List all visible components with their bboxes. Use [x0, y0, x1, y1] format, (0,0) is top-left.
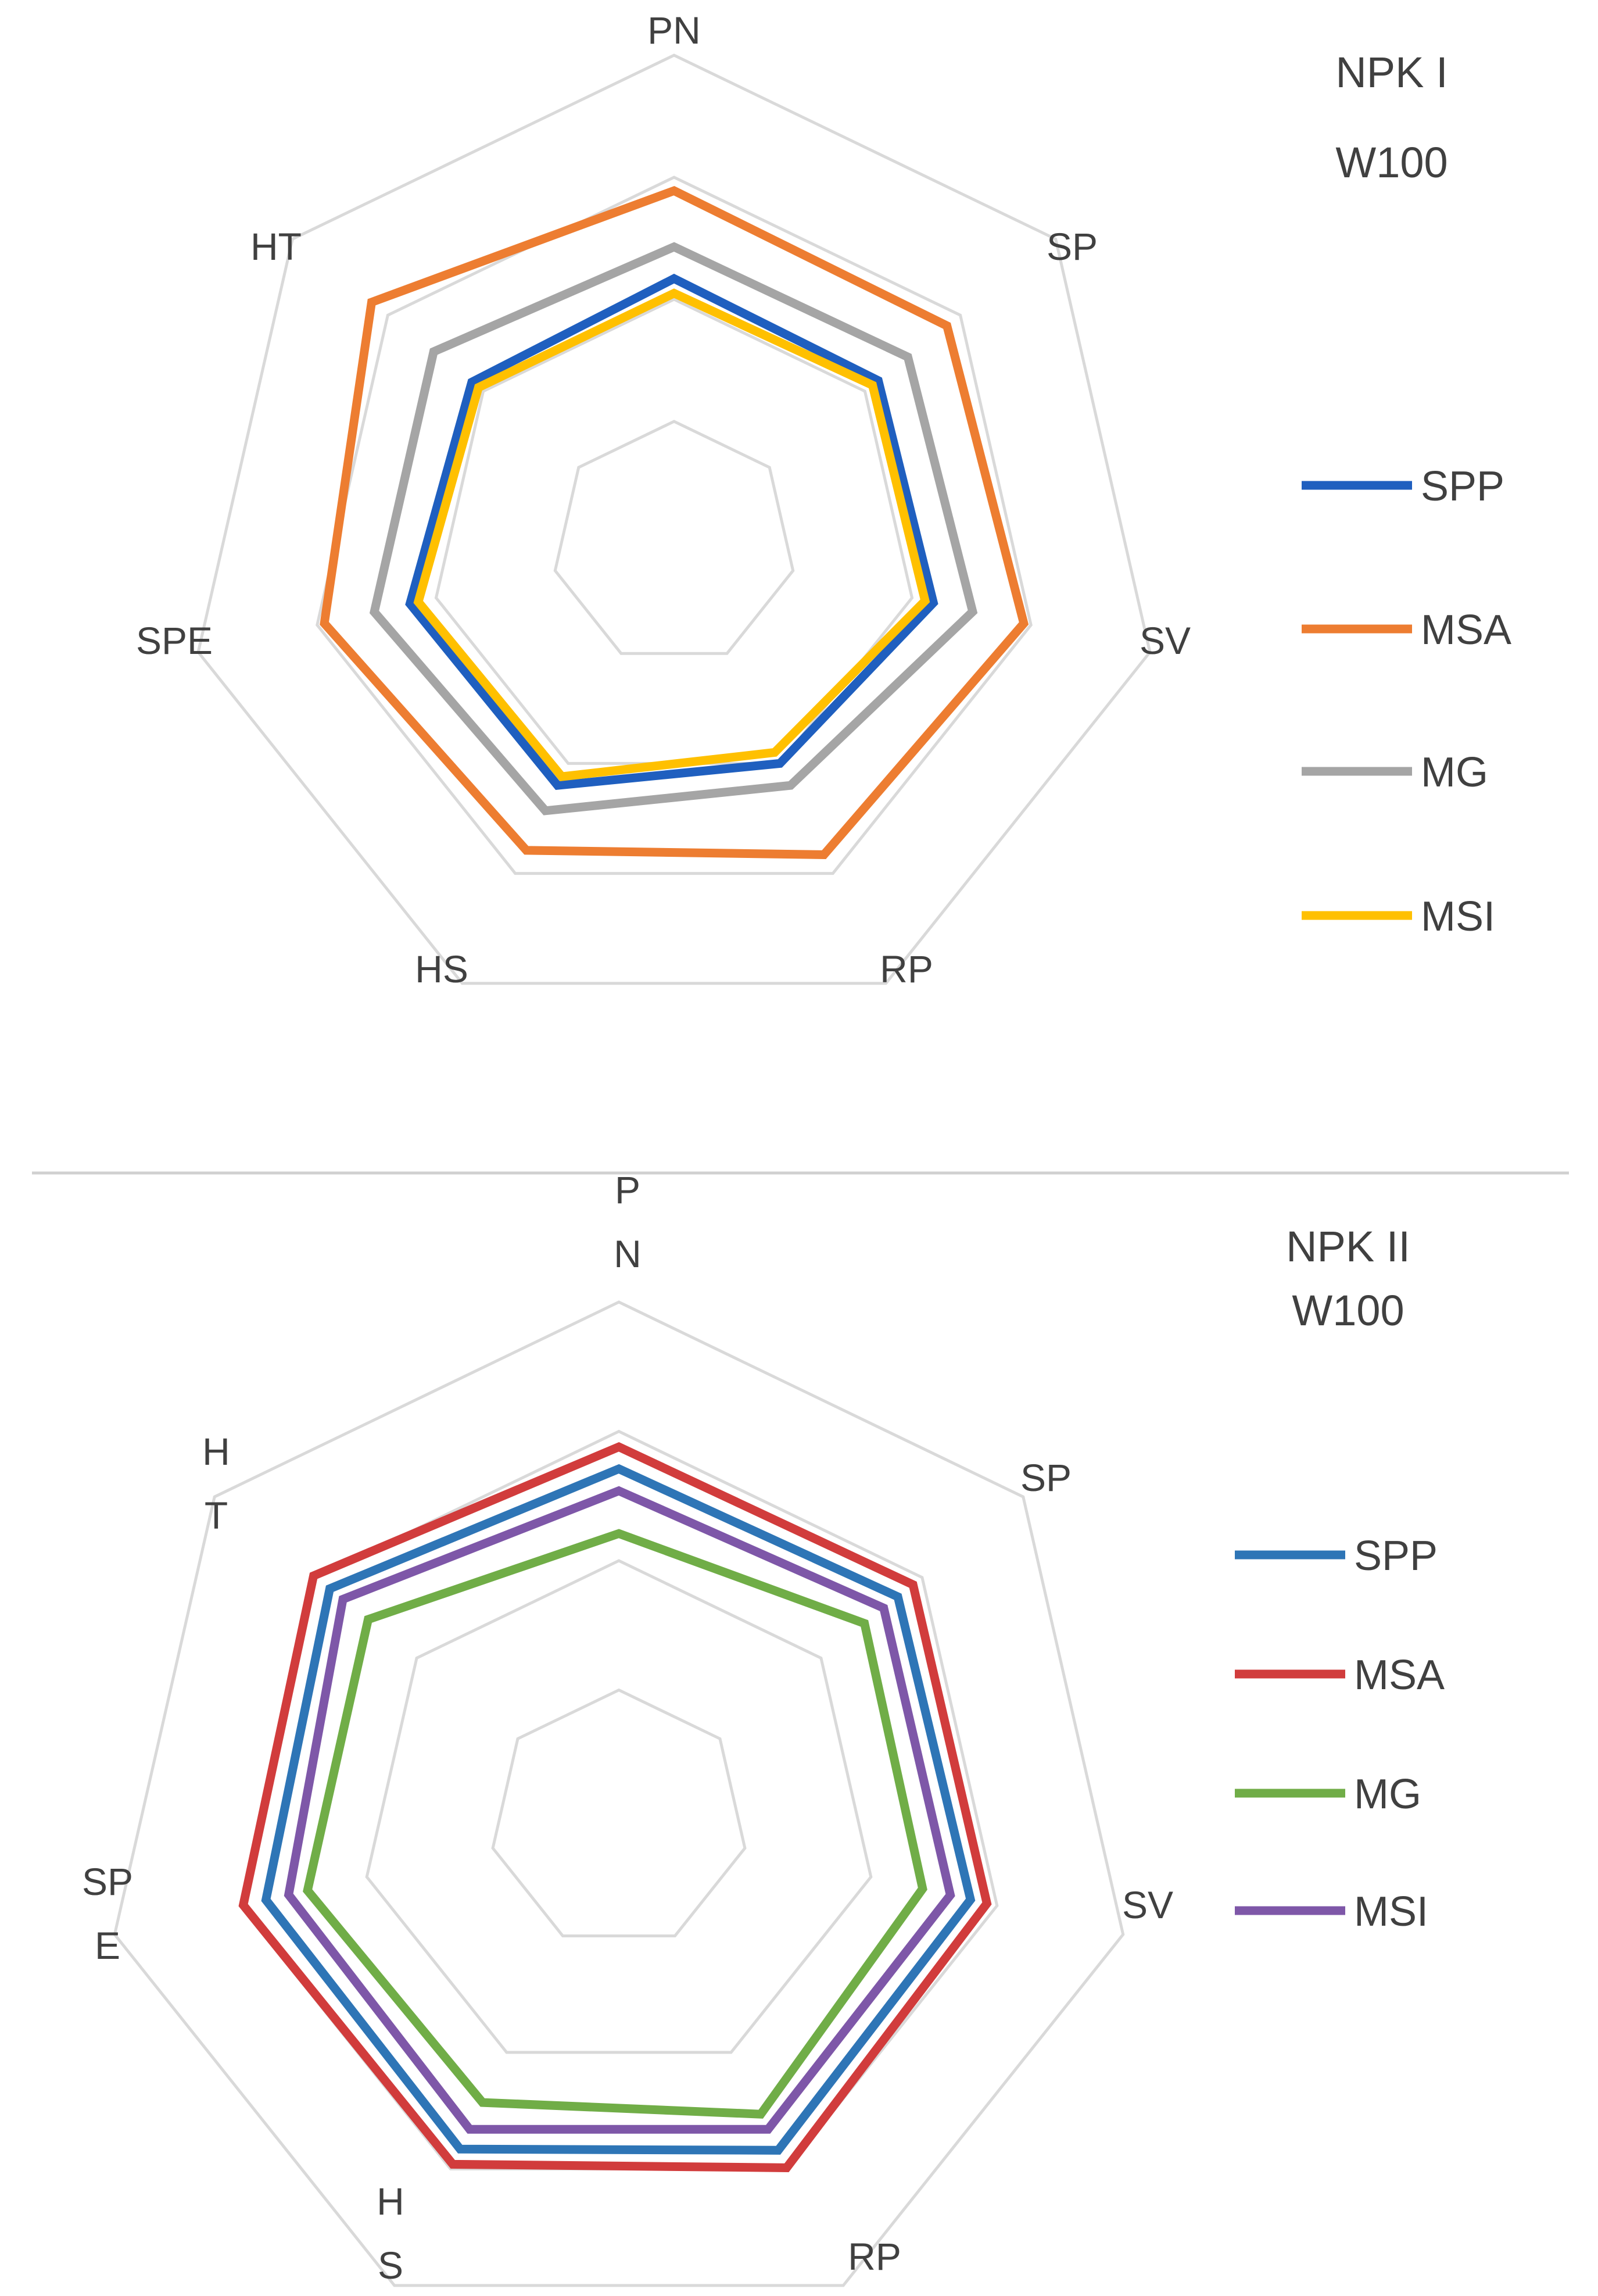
axis-label-pn-line-2: N — [614, 1232, 642, 1275]
axis-label-spe-line-2: E — [95, 1924, 120, 1967]
axis-label-sp: SP — [1047, 225, 1098, 268]
grid-ring — [316, 176, 1033, 875]
chart-title-line-1: NPK II — [1286, 1222, 1410, 1271]
axis-label-spe: SPE — [136, 619, 213, 662]
axis-label-ht: HT — [250, 225, 302, 268]
legend-label-spp: SPP — [1421, 463, 1504, 510]
grid-ring — [113, 1300, 1125, 2287]
series-line-msi — [413, 288, 930, 782]
grid-ring — [239, 1429, 999, 2170]
legend-label-msi: MSI — [1354, 1889, 1428, 1935]
axis-label-sv: SV — [1140, 619, 1191, 662]
axis-label-hs-line-2: S — [378, 2244, 403, 2287]
legend-label-mg: MG — [1354, 1771, 1421, 1818]
legend-label-spp: SPP — [1354, 1533, 1438, 1579]
chart-title-line-2: W100 — [1335, 138, 1447, 187]
series-line-mg — [303, 1529, 927, 2119]
series-line-msi — [284, 1486, 955, 2134]
series-line-msa — [320, 185, 1029, 859]
axis-label-pn-line-1: P — [615, 1168, 640, 1211]
axis-label-ht-line-2: T — [205, 1494, 228, 1537]
grid-ring — [553, 420, 795, 655]
legend-label-msa: MSA — [1421, 607, 1511, 653]
series-line-mg — [369, 242, 978, 816]
series-line-msa — [238, 1442, 992, 2172]
series-line-spp — [261, 1464, 976, 2155]
radar-chart-npk-i: PN SP SV RP HS SPE HT NPK I W100 SPP MSA MG MSI — [136, 9, 1511, 990]
legend-label-mg: MG — [1421, 749, 1488, 796]
axis-label-rp: RP — [848, 2235, 901, 2278]
axis-label-hs: HS — [415, 947, 468, 990]
series-line-spp — [405, 273, 938, 791]
legend-label-msa: MSA — [1354, 1652, 1445, 1698]
chart-title-line-2: W100 — [1292, 1286, 1404, 1335]
axis-label-hs-line-1: H — [377, 2180, 404, 2223]
axis-label-pn: PN — [647, 9, 701, 52]
axis-label-spe-line-1: SP — [82, 1860, 133, 1903]
axis-label-sp: SP — [1020, 1456, 1072, 1499]
axis-label-ht-line-1: H — [202, 1430, 230, 1473]
legend-label-msi: MSI — [1421, 893, 1495, 940]
chart-title-line-1: NPK I — [1335, 48, 1447, 96]
grid-ring — [365, 1559, 873, 2054]
axis-label-rp: RP — [880, 947, 933, 990]
grid-ring — [491, 1688, 747, 1937]
grid-ring — [196, 53, 1152, 985]
axis-label-sv: SV — [1122, 1883, 1173, 1926]
